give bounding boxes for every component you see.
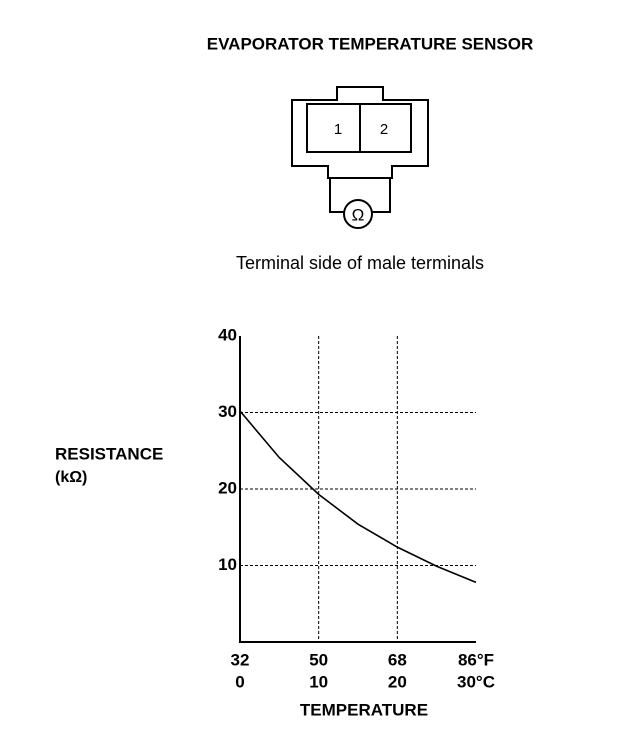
plot-frame xyxy=(239,336,476,643)
terminal-label: 1 xyxy=(334,121,342,138)
meter-symbol: Ω xyxy=(352,205,365,224)
x-tick-label: 20 xyxy=(388,672,407,691)
x-tick-label: 0 xyxy=(235,672,244,691)
y-axis-unit: (kΩ) xyxy=(55,469,87,486)
x2-tick-label: 86°F xyxy=(458,650,494,669)
y-tick-label: 40 xyxy=(218,325,237,344)
x2-tick-label: 68 xyxy=(388,650,407,669)
x-axis-label: TEMPERATURE xyxy=(300,700,428,719)
y-tick-label: 20 xyxy=(218,478,237,497)
y-axis-label: RESISTANCE xyxy=(55,444,163,463)
x-tick-label: 30°C xyxy=(457,672,495,691)
x2-tick-label: 50 xyxy=(309,650,328,669)
x-tick-label: 10 xyxy=(309,672,328,691)
caption: Terminal side of male terminals xyxy=(236,253,484,273)
curve xyxy=(239,410,477,584)
connector xyxy=(291,86,429,229)
terminal-label: 2 xyxy=(380,121,388,138)
x2-tick-label: 32 xyxy=(231,650,250,669)
y-tick-label: 10 xyxy=(218,555,237,574)
y-tick-label: 30 xyxy=(218,402,237,421)
figure-title: EVAPORATOR TEMPERATURE SENSOR xyxy=(207,34,534,53)
